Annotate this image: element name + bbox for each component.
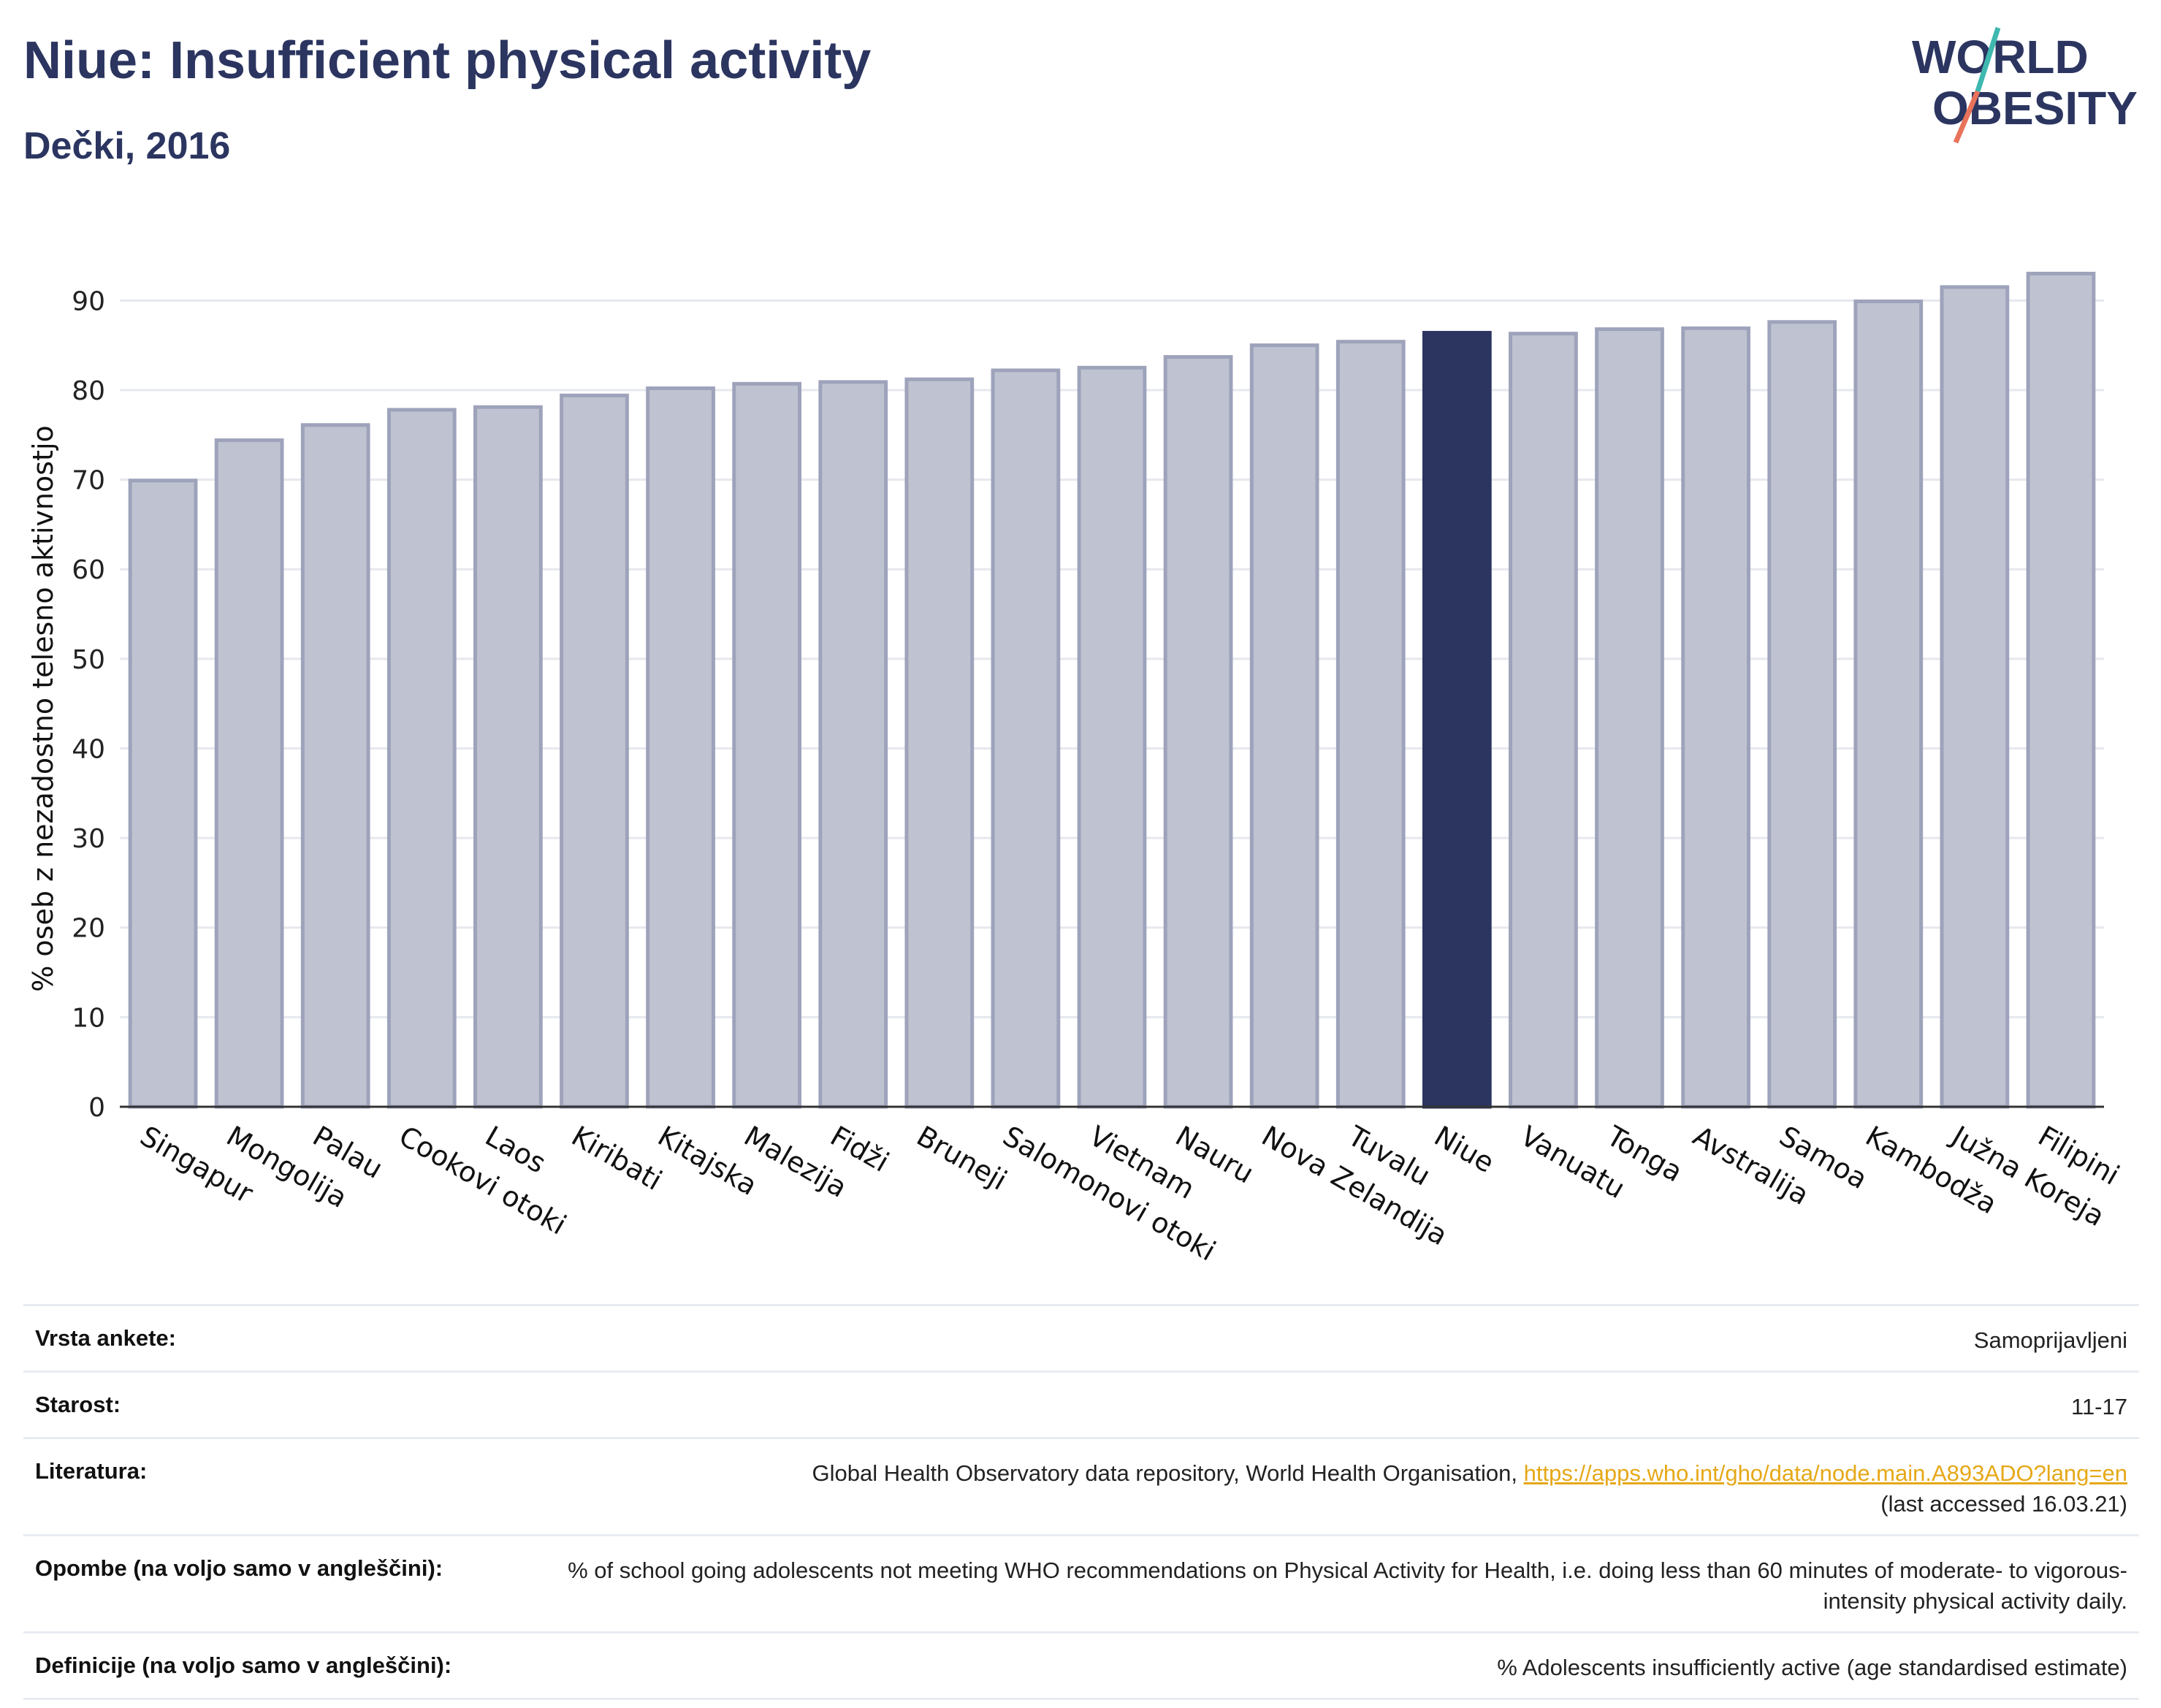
- meta-row-age: Starost: 11-17: [23, 1370, 2139, 1437]
- y-tick-label: 20: [72, 914, 105, 944]
- y-tick-label: 60: [72, 555, 105, 585]
- bar-bruneji: [904, 377, 975, 1109]
- bar-filipini: [2026, 272, 2096, 1109]
- bar-kambodža: [1853, 300, 1924, 1109]
- bar-palau: [300, 423, 370, 1109]
- y-axis-label: % oseb z nezadostno telesno aktivnostjo: [27, 425, 59, 992]
- y-tick-label: 10: [72, 1003, 105, 1033]
- meta-row-literature: Literatura: Global Health Observatory da…: [23, 1437, 2139, 1534]
- x-tick-label: Kiribati: [566, 1120, 668, 1197]
- y-tick-labels: 0 10 20 30 40 50 60 70 80 90: [72, 286, 105, 1123]
- bar-salomonovi-otoki: [991, 368, 1061, 1109]
- x-tick-label: Cookovi otoki: [394, 1120, 572, 1241]
- bar-fidži: [818, 380, 888, 1109]
- bar-laos: [473, 405, 543, 1109]
- literature-accessed: (last accessed 16.03.21): [1880, 1491, 2127, 1517]
- bar-tuvalu: [1335, 340, 1406, 1109]
- page-title: Niue: Insufficient physical activity: [23, 31, 872, 90]
- meta-label: Starost:: [35, 1392, 121, 1417]
- literature-text: Global Health Observatory data repositor…: [812, 1460, 1524, 1486]
- bar-vanuatu: [1509, 332, 1578, 1109]
- x-tick-label: Kitajska: [652, 1120, 763, 1202]
- x-tick-label: Niue: [1429, 1120, 1500, 1179]
- bar-nauru: [1163, 355, 1233, 1109]
- meta-value: 11-17: [2071, 1394, 2127, 1419]
- bar-avstralija: [1681, 326, 1750, 1109]
- meta-row-notes: Opombe (na voljo samo v angleščini): % o…: [23, 1534, 2139, 1631]
- meta-label: Vrsta ankete:: [35, 1325, 176, 1351]
- bar-kiribati: [560, 393, 629, 1109]
- meta-value: Global Health Observatory data repositor…: [812, 1458, 2127, 1520]
- logo-slash-coral: [1953, 90, 1981, 144]
- meta-label: Opombe (na voljo samo v angleščini):: [35, 1555, 443, 1581]
- bar-niue: [1422, 330, 1492, 1109]
- bar-tonga: [1595, 327, 1664, 1109]
- logo-line1: WORLD: [1912, 31, 2089, 83]
- meta-row-definitions: Definicije (na voljo samo v angleščini):…: [23, 1631, 2139, 1700]
- x-tick-label: Bruneji: [911, 1120, 1012, 1197]
- bar-chart: 0 10 20 30 40 50 60 70 80 90 SingapurMongolijaPal…: [27, 272, 2125, 1267]
- metadata-table: Vrsta ankete: Samoprijavljeni Starost: 1…: [23, 1304, 2139, 1700]
- y-tick-label: 30: [72, 824, 105, 854]
- world-obesity-logo: WORLD OBESITY: [1912, 26, 2138, 144]
- bar-kitajska: [646, 386, 715, 1109]
- bar-vietnam: [1077, 365, 1147, 1109]
- bar-malezija: [732, 381, 802, 1109]
- bar-mongolija: [214, 438, 284, 1109]
- bar-južna-koreja: [1940, 285, 2010, 1109]
- logo-line2: OBESITY: [1932, 82, 2138, 134]
- logo-slash-teal: [1975, 26, 2001, 93]
- y-tick-label: 50: [72, 645, 105, 675]
- bar-cookovi-otoki: [386, 408, 457, 1109]
- bars: [128, 272, 2096, 1109]
- meta-value: % of school going adolescents not meetin…: [568, 1558, 2127, 1614]
- y-tick-label: 0: [88, 1093, 105, 1123]
- page-subtitle: Dečki, 2016: [23, 125, 231, 167]
- meta-row-survey-type: Vrsta ankete: Samoprijavljeni: [23, 1304, 2139, 1370]
- bar-nova-zelandija: [1249, 343, 1319, 1109]
- bar-singapur: [128, 479, 198, 1109]
- meta-label: Literatura:: [35, 1458, 148, 1484]
- meta-label: Definicije (na voljo samo v angleščini):: [35, 1652, 452, 1678]
- y-tick-label: 80: [72, 376, 105, 406]
- meta-value: Samoprijavljeni: [1973, 1327, 2127, 1353]
- y-tick-label: 90: [72, 286, 105, 316]
- y-tick-label: 70: [72, 466, 105, 496]
- meta-value: % Adolescents insufficiently active (age…: [1497, 1655, 2127, 1680]
- bar-samoa: [1767, 320, 1837, 1109]
- literature-link[interactable]: https://apps.who.int/gho/data/node.main.…: [1523, 1460, 2127, 1486]
- y-tick-label: 40: [72, 734, 105, 764]
